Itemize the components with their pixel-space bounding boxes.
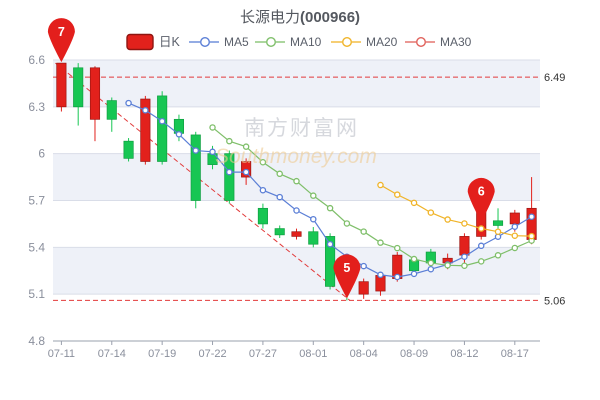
svg-text:07-14: 07-14: [98, 348, 126, 360]
svg-text:07-11: 07-11: [48, 348, 75, 360]
svg-text:4.8: 4.8: [28, 334, 45, 348]
svg-text:07-22: 07-22: [198, 348, 226, 360]
svg-text:08-04: 08-04: [350, 348, 378, 360]
svg-text:5: 5: [343, 261, 350, 275]
svg-text:5.06: 5.06: [544, 295, 565, 307]
svg-text:08-12: 08-12: [450, 348, 478, 360]
svg-text:日K: 日K: [159, 35, 181, 49]
svg-text:MA20: MA20: [366, 35, 398, 49]
svg-text:6.3: 6.3: [28, 100, 45, 114]
svg-text:08-17: 08-17: [501, 348, 529, 360]
svg-text:6: 6: [478, 185, 485, 199]
svg-text:MA5: MA5: [224, 35, 249, 49]
svg-text:08-09: 08-09: [400, 348, 428, 360]
svg-text:07-27: 07-27: [249, 348, 277, 360]
svg-text:6: 6: [38, 147, 45, 161]
svg-text:6.49: 6.49: [544, 72, 565, 84]
svg-text:08-01: 08-01: [299, 348, 327, 360]
svg-text:MA10: MA10: [290, 35, 322, 49]
svg-text:5.1: 5.1: [28, 287, 45, 301]
svg-text:MA30: MA30: [440, 35, 472, 49]
svg-text:6.6: 6.6: [28, 53, 45, 67]
svg-text:Southmoney.com: Southmoney.com: [215, 145, 377, 168]
svg-text:07-19: 07-19: [148, 348, 176, 360]
svg-text:5.7: 5.7: [28, 194, 45, 208]
svg-text:南方财富网: 南方财富网: [244, 117, 359, 140]
svg-text:5.4: 5.4: [28, 240, 45, 254]
